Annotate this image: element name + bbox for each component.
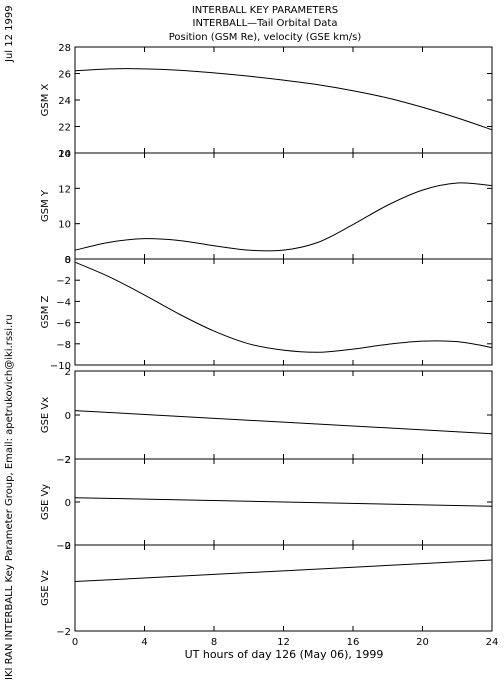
- credit-line: IKI RAN INTERBALL Key Parameter Group, E…: [4, 314, 15, 680]
- y-tick-label: 22: [58, 123, 71, 134]
- y-tick-label: 24: [58, 96, 71, 107]
- y-tick-label: 0: [65, 541, 71, 552]
- y-axis-label: GSE Vx: [40, 397, 51, 433]
- y-tick-label: 28: [58, 43, 71, 54]
- panel-2: 8 10 12 14 GSM Y: [40, 149, 493, 266]
- y-axis-label: GSE Vy: [40, 484, 51, 520]
- series-line-gsm-x: [74, 68, 493, 131]
- series-line-gsm-z: [74, 261, 493, 353]
- series-line-gse-vx: [74, 410, 493, 435]
- y-axis-label: GSE Vz: [40, 570, 51, 606]
- y-tick-label: 12: [58, 184, 71, 195]
- y-tick-label: −2: [56, 541, 71, 552]
- panel-frame: [74, 258, 493, 366]
- x-tick-label: 4: [141, 637, 147, 648]
- panel-3: −10 −8 −6 −4 −2 0 GSM Z: [40, 255, 493, 372]
- figure-subtitle: INTERBALL—Tail Orbital Data: [193, 18, 338, 29]
- x-tick-label: 20: [416, 637, 429, 648]
- y-tick-label: −4: [56, 297, 71, 308]
- y-tick-label: −6: [56, 319, 71, 330]
- y-tick-label: −2: [56, 276, 71, 287]
- x-tick-label: 0: [72, 637, 78, 648]
- series-line-gse-vy: [74, 497, 493, 507]
- panel-4: −2 0 2 GSE Vx: [40, 367, 493, 466]
- y-axis-label: GSM X: [40, 83, 51, 116]
- series-line-gse-vz: [74, 559, 493, 583]
- panel-frame: [74, 370, 493, 460]
- y-tick-label: −2: [56, 455, 71, 466]
- series-line-gsm-y: [74, 182, 493, 252]
- y-tick-label: −2: [56, 627, 71, 638]
- panel-frame: [74, 544, 493, 632]
- panel-frame: [74, 46, 493, 154]
- figure-title: INTERBALL KEY PARAMETERS: [192, 5, 338, 16]
- x-axis-label: UT hours of day 126 (May 06), 1999: [185, 648, 384, 661]
- y-tick-label: −10: [50, 361, 71, 372]
- y-tick-label: 0: [65, 411, 71, 422]
- y-tick-label: 2: [65, 367, 71, 378]
- panel-frame: [74, 152, 493, 260]
- y-tick-label: 10: [58, 220, 71, 231]
- y-tick-label: 26: [58, 70, 71, 81]
- x-axis: 0 4 8 12 16 20 24: [72, 637, 499, 648]
- y-axis-label: GSM Y: [40, 189, 51, 222]
- y-tick-label: 20: [58, 149, 71, 160]
- figure-units-caption: Position (GSM Re), velocity (GSE km/s): [169, 32, 362, 43]
- y-tick-label: 14: [58, 149, 71, 160]
- x-tick-label: 12: [277, 637, 290, 648]
- y-tick-label: 0: [65, 498, 71, 509]
- plot-date: Jul 12 1999: [4, 5, 15, 63]
- x-tick-label: 24: [486, 637, 499, 648]
- x-tick-label: 16: [347, 637, 360, 648]
- x-tick-label: 8: [211, 637, 217, 648]
- y-axis-label: GSM Z: [40, 295, 51, 328]
- y-tick-label: 2: [65, 455, 71, 466]
- y-tick-label: 8: [65, 255, 71, 266]
- panel-1: 20 22 24 26 28 GSM X: [40, 43, 493, 160]
- y-tick-label: 0: [65, 255, 71, 266]
- y-tick-label: −8: [56, 340, 71, 351]
